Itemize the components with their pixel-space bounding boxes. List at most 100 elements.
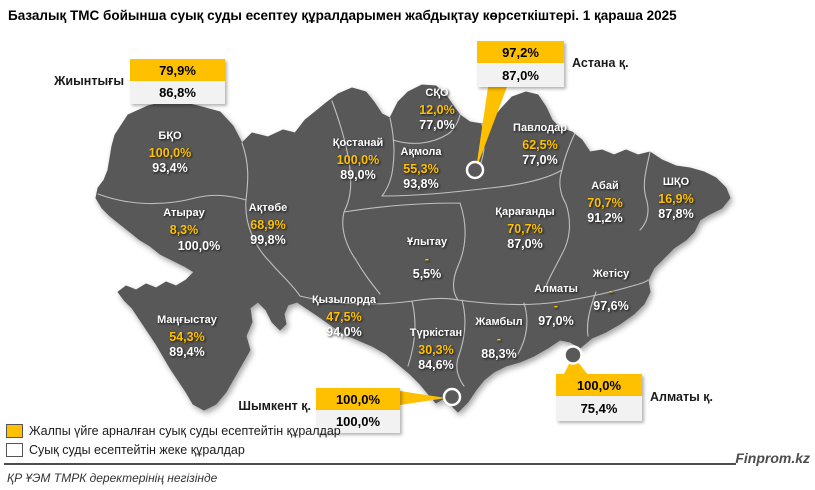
region-general-value: - — [608, 284, 614, 298]
region-general-value: 47,5% — [326, 310, 362, 324]
region-name: Атырау — [163, 207, 205, 219]
region-label-zhetisu: Жетісу - 97,6% — [593, 267, 630, 314]
region-name: Қостанай — [332, 137, 384, 149]
region-borders — [97, 100, 651, 387]
almaty-pointer — [563, 356, 589, 376]
region-label-shko: ШҚО 16,9% 87,8% — [658, 175, 693, 222]
region-individual-value: 87,8% — [658, 207, 694, 221]
legend-item-individual: Суық суды есептейтін жеке құралдар — [6, 443, 245, 457]
region-name: Маңғыстау — [157, 314, 217, 326]
page-title: Базалық ТМС бойынша суық суды есептеу құ… — [8, 8, 677, 23]
region-general-value: - — [496, 332, 502, 346]
summary-label: Жиынтығы — [54, 74, 124, 88]
almaty-label: Алматы қ. — [650, 390, 714, 404]
legend-swatch-general — [6, 424, 23, 438]
region-label-aqmola: Ақмола 55,3% 93,8% — [401, 145, 442, 192]
summary-general-value: 79,9% — [130, 59, 225, 81]
region-general-value: 55,3% — [403, 162, 439, 176]
region-general-value: 100,0% — [336, 153, 380, 167]
shymkent-marker-icon — [442, 387, 462, 407]
region-name: БҚО — [158, 130, 182, 142]
region-general-value: 30,3% — [418, 343, 454, 357]
region-label-aqtobe: Ақтөбе 68,9% 99,8% — [249, 201, 287, 248]
region-general-value: 62,5% — [522, 138, 558, 152]
footer-divider — [4, 463, 736, 465]
region-name: СҚО — [425, 87, 449, 99]
region-name: ШҚО — [662, 176, 690, 188]
shymkent-label: Шымкент қ. — [238, 399, 311, 413]
region-individual-value: 84,6% — [418, 358, 454, 372]
region-individual-value: 100,0% — [177, 239, 221, 253]
region-individual-value: 97,6% — [593, 299, 629, 313]
region-individual-value: 77,0% — [419, 118, 455, 132]
shymkent-individual-value: 100,0% — [316, 410, 400, 433]
watermark: Finprom.kz — [735, 450, 810, 466]
legend-label: Жалпы үйге арналған суық суды есептейтін… — [29, 424, 341, 438]
region-name: Жамбыл — [475, 316, 523, 328]
region-general-value: 16,9% — [658, 192, 694, 206]
region-general-value: 12,0% — [419, 103, 455, 117]
region-general-value: 54,3% — [169, 330, 205, 344]
legend-swatch-individual — [6, 443, 23, 457]
shymkent-general-value: 100,0% — [316, 388, 400, 410]
region-label-turkistan: Түркістан 30,3% 84,6% — [410, 326, 462, 373]
astana-pointer — [476, 87, 507, 169]
astana-general-value: 97,2% — [477, 41, 564, 63]
astana-label: Астана қ. — [572, 56, 629, 70]
region-individual-value: 5,5% — [412, 267, 442, 281]
region-individual-value: 97,0% — [538, 314, 574, 328]
region-label-pavlodar: Павлодар 62,5% 77,0% — [513, 121, 567, 168]
region-name: Жетісу — [592, 268, 630, 280]
region-individual-value: 88,3% — [481, 347, 517, 361]
astana-marker-icon — [465, 160, 485, 180]
country-shape — [95, 84, 731, 413]
region-individual-value: 99,8% — [250, 233, 286, 247]
region-general-value: 100,0% — [148, 146, 192, 160]
region-individual-value: 89,0% — [340, 168, 376, 182]
region-name: Алматы — [534, 283, 578, 295]
region-label-abay: Абай 70,7% 91,2% — [587, 179, 622, 226]
region-label-mangystau: Маңғыстау 54,3% 89,4% — [157, 313, 217, 360]
legend-label: Суық суды есептейтін жеке құралдар — [29, 443, 245, 457]
region-name: Ақтөбе — [248, 202, 288, 214]
region-label-bqo: БҚО 100,0% 93,4% — [149, 129, 191, 176]
astana-individual-value: 87,0% — [477, 63, 564, 87]
region-individual-value: 87,0% — [507, 237, 543, 251]
region-general-value: - — [553, 299, 559, 313]
legend-item-general: Жалпы үйге арналған суық суды есептейтін… — [6, 424, 341, 438]
region-name: Ұлытау — [406, 236, 448, 248]
region-individual-value: 77,0% — [522, 153, 558, 167]
almaty-marker-icon — [563, 345, 583, 365]
region-name: Абай — [591, 180, 619, 192]
region-label-almaty-region: Алматы - 97,0% — [534, 282, 578, 329]
region-label-ulytau: Ұлытау - 5,5% — [407, 235, 447, 282]
region-name: Қызылорда — [311, 294, 377, 306]
region-name: Қарағанды — [495, 206, 555, 218]
region-general-value: 8,3% — [169, 223, 199, 237]
shymkent-pointer — [400, 391, 446, 405]
region-label-kostanay: Қостанай 100,0% 89,0% — [333, 136, 383, 183]
region-name: Павлодар — [513, 122, 567, 134]
region-individual-value: 93,4% — [152, 161, 188, 175]
region-label-atyrau: Атырау 8,3% 100,0% — [148, 206, 220, 254]
source-note: ҚР ҰЭМ ТМРК деректерінің негізінде — [7, 471, 218, 485]
region-name: Ақмола — [400, 146, 442, 158]
region-individual-value: 89,4% — [169, 345, 205, 359]
region-label-sko: СҚО 12,0% 77,0% — [419, 86, 454, 133]
region-label-kyzylorda: Қызылорда 47,5% 94,0% — [312, 293, 376, 340]
region-individual-value: 93,8% — [403, 177, 439, 191]
almaty-individual-value: 75,4% — [556, 396, 642, 421]
region-general-value: - — [424, 252, 430, 266]
region-label-zhambyl: Жамбыл - 88,3% — [475, 315, 522, 362]
region-general-value: 70,7% — [587, 196, 623, 210]
almaty-general-value: 100,0% — [556, 374, 642, 396]
region-general-value: 70,7% — [507, 222, 543, 236]
region-individual-value: 91,2% — [587, 211, 623, 225]
region-individual-value: 94,0% — [326, 325, 362, 339]
region-general-value: 68,9% — [250, 218, 286, 232]
region-label-karaganda: Қарағанды 70,7% 87,0% — [495, 205, 554, 252]
region-name: Түркістан — [409, 327, 463, 339]
summary-individual-value: 86,8% — [130, 81, 225, 104]
